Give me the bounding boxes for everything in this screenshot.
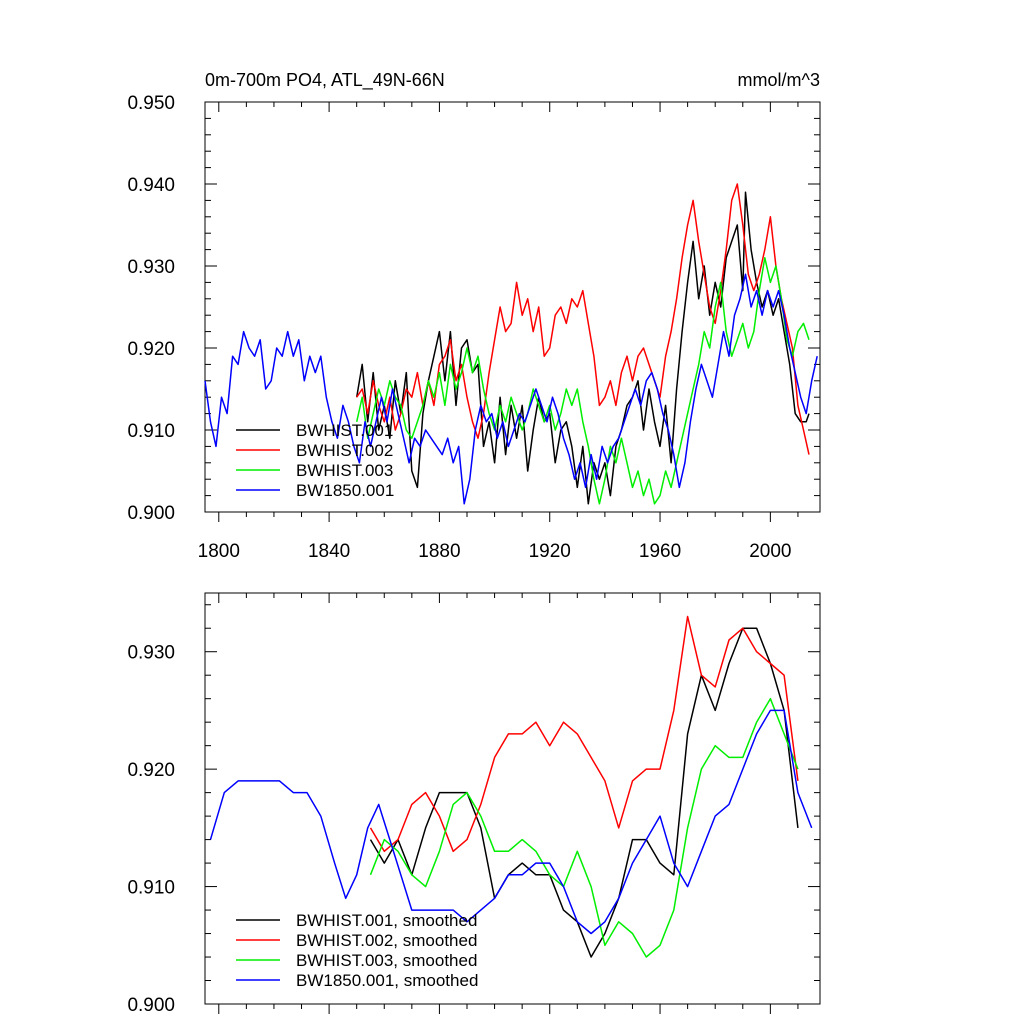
- figure-title: 0m-700m PO4, ATL_49N-66N: [205, 70, 445, 91]
- y-tick-label: 0.930: [127, 257, 175, 278]
- x-tick-label: 1800: [198, 541, 240, 562]
- x-tick-label: 1960: [639, 541, 681, 562]
- units-label: mmol/m^3: [738, 70, 820, 90]
- legend-label: BWHIST.001: [296, 421, 393, 440]
- top-panel: 0.900 0.910 0.920 0.930 0.940 0.950 1800 1840 18…: [127, 93, 821, 562]
- x-tick-label: 1840: [308, 541, 350, 562]
- series-line: [369, 615, 799, 853]
- legend-label: BWHIST.002: [296, 441, 393, 460]
- legend-label: BW1850.001: [296, 481, 394, 500]
- legend-label: BW1850.001, smoothed: [296, 971, 478, 990]
- series-line: [369, 697, 799, 958]
- y-tick-label: 0.900: [127, 995, 175, 1016]
- legend-label: BWHIST.003: [296, 461, 393, 480]
- series-line: [356, 183, 810, 455]
- legend-label: BWHIST.002, smoothed: [296, 931, 477, 950]
- series-line: [209, 709, 813, 935]
- y-tick-label: 0.940: [127, 175, 175, 196]
- plot-frame: [204, 592, 821, 1005]
- bottom-panel: 0.900 0.910 0.920 0.930 BWHIST.001, smoothed…: [127, 592, 821, 1016]
- y-tick-label: 0.900: [127, 503, 175, 524]
- x-tick-label: 2000: [749, 541, 791, 562]
- series-line: [355, 257, 810, 505]
- legend-label: BWHIST.001, smoothed: [296, 911, 477, 930]
- y-tick-label: 0.910: [127, 421, 175, 442]
- series-line: [369, 627, 799, 958]
- plot-frame: [204, 101, 821, 513]
- y-tick-label: 0.920: [127, 760, 175, 781]
- y-tick-label: 0.920: [127, 339, 175, 360]
- series-line: [355, 191, 810, 505]
- x-tick-label: 1920: [529, 541, 571, 562]
- series-line: [204, 273, 818, 505]
- y-tick-label: 0.930: [127, 643, 175, 664]
- x-tick-label: 1880: [418, 541, 460, 562]
- y-tick-label: 0.950: [127, 93, 175, 114]
- y-tick-label: 0.910: [127, 878, 175, 899]
- legend-label: BWHIST.003, smoothed: [296, 951, 477, 970]
